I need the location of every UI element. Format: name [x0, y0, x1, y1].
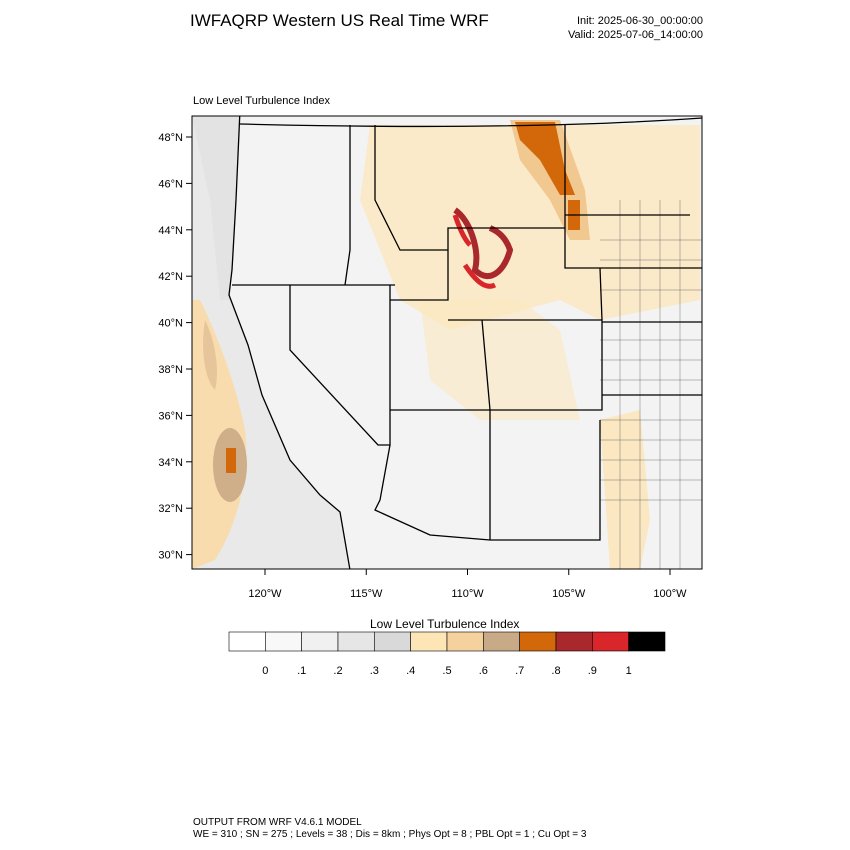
lon-label: 120°W: [248, 588, 282, 600]
colorbar-label: 1: [626, 665, 632, 677]
colorbar-box: [301, 631, 339, 652]
lat-label: 36°N: [158, 410, 183, 422]
colorbar-box: [374, 631, 411, 652]
lat-label: 32°N: [158, 503, 183, 515]
footer-line2: WE = 310 ; SN = 275 ; Levels = 38 ; Dis …: [193, 829, 587, 840]
lat-label: 44°N: [158, 225, 183, 237]
colorbar-label: .9: [588, 665, 597, 677]
lat-label: 40°N: [158, 318, 183, 330]
colorbar-label: .1: [297, 665, 306, 677]
colorbar-label: .6: [479, 665, 488, 677]
map-title: Low Level Turbulence Index: [193, 95, 330, 107]
colorbar-box: [592, 631, 629, 652]
colorbar-label: .7: [515, 665, 524, 677]
colorbar-title: Low Level Turbulence Index: [370, 617, 519, 631]
lat-label: 34°N: [158, 457, 183, 469]
colorbar-label: .8: [551, 665, 560, 677]
colorbar-label: .5: [442, 665, 451, 677]
colorbar-label: .4: [406, 665, 415, 677]
lat-label: 46°N: [158, 178, 183, 190]
colorbar-box: [446, 631, 484, 652]
map-frame: [191, 115, 703, 570]
lon-label: 100°W: [653, 588, 687, 600]
lon-label: 115°W: [350, 588, 383, 600]
colorbar-box: [228, 631, 266, 652]
colorbar-box: [483, 631, 520, 652]
valid-time: Valid: 2025-07-06_14:00:00: [568, 29, 703, 41]
lon-label: 110°W: [451, 588, 484, 600]
lat-label: 42°N: [158, 271, 183, 283]
colorbar-box: [519, 631, 557, 652]
colorbar-label: .2: [333, 665, 342, 677]
lat-label: 38°N: [158, 364, 183, 376]
lat-label: 30°N: [158, 550, 183, 562]
colorbar-box: [628, 631, 666, 652]
lat-label: 48°N: [158, 132, 183, 144]
colorbar-box: [265, 631, 302, 652]
colorbar-box: [410, 631, 448, 652]
title: IWFAQRP Western US Real Time WRF: [190, 11, 489, 30]
colorbar-box: [337, 631, 375, 652]
colorbar-label: .3: [370, 665, 379, 677]
lon-label: 105°W: [552, 588, 586, 600]
colorbar-box: [555, 631, 593, 652]
map: [192, 116, 702, 569]
init-time: Init: 2025-06-30_00:00:00: [577, 15, 703, 27]
colorbar-label: 0: [262, 665, 268, 677]
footer-line1: OUTPUT FROM WRF V4.6.1 MODEL: [193, 817, 362, 828]
